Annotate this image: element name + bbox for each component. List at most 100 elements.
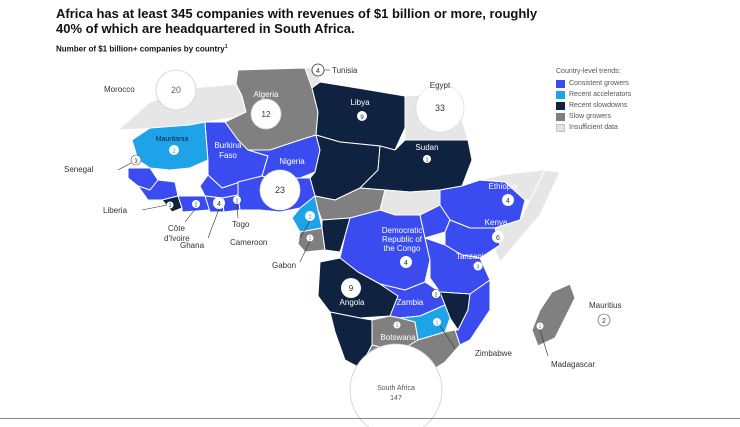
label-morocco: Morocco [104,85,135,94]
bubble-value: 2 [195,203,198,209]
label-burkina-faso-1: Burkina [214,141,242,150]
legend-item-insufficient: Insufficient data [556,122,631,133]
legend-label: Recent accelerators [569,91,632,98]
country-zimbabwe [399,304,451,341]
bubble-value: 2 [236,199,239,205]
label-kenya: Kenya [485,218,508,227]
bubble-value: 3 [477,265,480,271]
bubble-name: South Africa [377,385,415,392]
label-cameroon: Cameroon [230,238,267,247]
bubble-kenya [492,231,504,243]
label-togo: Togo [232,220,250,229]
legend-swatch [556,101,565,110]
legend-label: Slow growers [569,113,612,120]
bubble-cameroon [305,211,315,221]
bubble-value: 2 [172,149,176,155]
bubble-value: 1 [309,236,312,242]
legend-swatch [556,123,565,132]
legend-label: Insufficient data [569,124,618,131]
title-line-2: 40% of which are headquartered in South … [56,21,355,36]
bubble-zambia [431,289,441,299]
bubble-value: 9 [349,284,354,293]
label-zimbabwe: Zimbabwe [475,349,512,358]
bubble-value: 1 [396,323,399,329]
label-egypt: Egypt [430,81,451,90]
bubble-ethiopia [502,194,514,206]
label-ghana: Ghana [180,241,205,250]
bubble-mauritius [597,313,611,327]
label-drc-1: Democratic [382,226,422,235]
bubble-morocco [155,69,197,111]
label-gabon: Gabon [272,261,296,270]
bubble-botswana [393,321,401,329]
bubble-value: 1 [539,324,542,330]
label-angola: Angola [340,298,365,307]
legend-item-slowdowns: Recent slowdowns [556,100,631,111]
leader-lines [117,69,549,357]
bubble-value: 1 [169,203,172,209]
bubble-value: 147 [390,395,402,402]
bubble-liberia [166,201,174,209]
label-nigeria: Nigeria [279,157,305,166]
bubble-nigeria [259,169,301,211]
bubble-libya [357,111,367,121]
label-botswana: Botswana [380,333,416,342]
bubble-value: 9 [360,115,364,121]
bubble-togo [233,196,241,204]
bubble-value: 4 [404,260,408,267]
bubble-senegal [130,154,142,166]
legend-item-consistent: Consistent growers [556,78,631,89]
bubble-madagascar [536,322,544,330]
bubble-value: 1 [426,158,429,164]
bubble-drc [400,256,412,268]
label-mauritania: Mauritania [156,136,189,143]
label-tunisia: Tunisia [332,66,358,75]
legend-swatch [556,112,565,121]
chart-title: Africa has at least 345 companies with r… [56,6,696,36]
legend-swatch [556,79,565,88]
bubble-value: 2 [602,318,606,325]
bubble-sudan [423,155,431,163]
bubble-value: 2 [308,215,312,221]
legend-item-slow: Slow growers [556,111,631,122]
bubble-value: 1 [436,321,439,327]
label-algeria: Algeria [254,90,279,99]
bubble-value: 6 [496,235,500,242]
bubble-value: 3 [134,159,138,165]
bubble-value: 4 [506,198,510,205]
label-sudan: Sudan [415,143,438,152]
legend-title: Country-level trends: [556,68,621,75]
footnote-marker: 1 [224,44,228,50]
label-burkina-faso-2: Faso [219,151,237,160]
label-zambia: Zambia [397,298,424,307]
label-mauritius: Mauritius [589,301,621,310]
country-labels: Morocco Algeria Tunisia Libya Egypt Maur… [64,66,621,369]
bubble-value: 20 [171,85,181,95]
label-libya: Libya [350,98,370,107]
country-madagascar [531,283,576,347]
bubble-angola [341,278,361,298]
bubble-ghana [213,197,225,209]
subtitle-text: Number of $1 billion+ companies by count… [56,44,225,54]
bubble-value: 2 [435,293,438,299]
bottom-divider [0,418,740,419]
legend: Country-level trends: Consistent growers… [556,68,631,133]
label-ethiopia: Ethiopia [489,182,518,191]
label-cote-divoire-2: d'Ivoire [164,234,190,243]
label-liberia: Liberia [103,206,128,215]
map-subtitle: Number of $1 billion+ companies by count… [56,44,227,54]
bubble-cote-divoire [192,200,200,208]
legend-swatch [556,90,565,99]
label-cote-divoire-1: Côte [168,224,185,233]
label-madagascar: Madagascar [551,360,595,369]
label-drc-2: Republic of [382,235,423,244]
legend-label: Consistent growers [569,80,629,87]
label-drc-3: the Congo [384,244,421,253]
bubble-south-africa [349,343,443,427]
bubble-gabon [306,234,314,242]
bubble-algeria [250,98,282,130]
legend-label: Recent slowdowns [569,102,628,109]
bubble-value: 23 [275,185,285,195]
bubble-zimbabwe [433,318,441,326]
